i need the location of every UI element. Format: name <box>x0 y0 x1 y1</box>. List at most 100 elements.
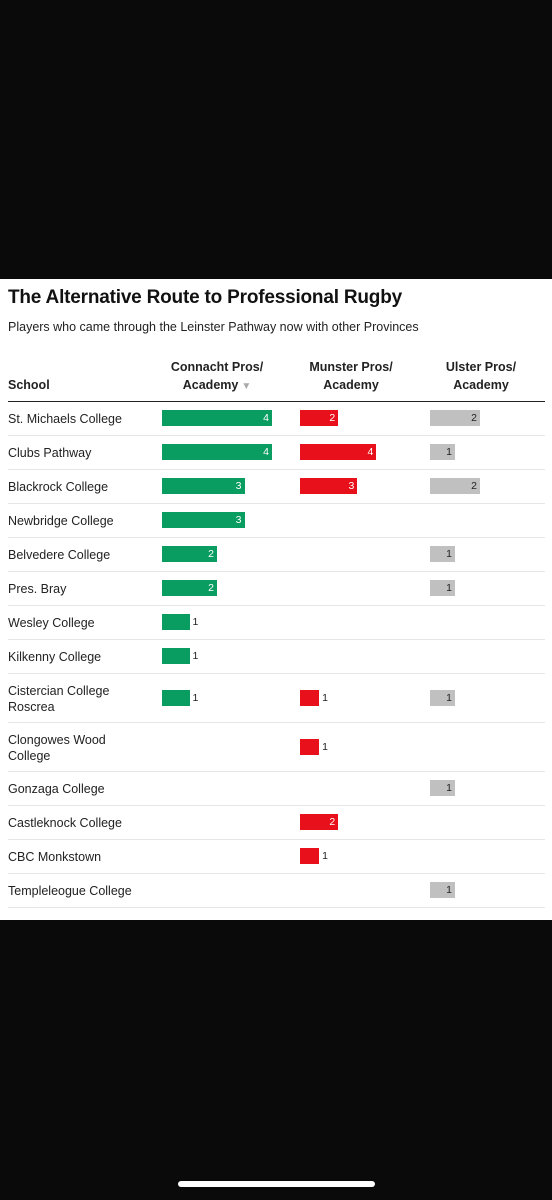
table-row: St. Michaels College 4 2 2 <box>8 402 545 436</box>
header-munster[interactable]: Munster Pros/ Academy <box>286 358 416 394</box>
table-row: Belvedere College 2 1 <box>8 538 545 572</box>
header-ulster[interactable]: Ulster Pros/ Academy <box>416 358 546 394</box>
ulster-value-label: 1 <box>446 446 452 458</box>
school-name-line: Kilkenny College <box>8 650 102 664</box>
school-name: Templeleogue College <box>8 883 132 899</box>
connacht-value-label: 3 <box>235 514 242 526</box>
munster-value-label: 4 <box>367 446 374 458</box>
connacht-bar <box>162 614 190 630</box>
ulster-bar <box>430 689 455 706</box>
munster-value-label: 2 <box>329 816 336 828</box>
school-name-line: College <box>8 748 51 763</box>
ulster-value-label: 1 <box>446 782 452 794</box>
table-row: Kilkenny College 1 <box>8 640 545 674</box>
munster-value-label: 2 <box>329 412 336 424</box>
school-name: Belvedere College <box>8 547 110 563</box>
school-name-line: Templeleogue College <box>8 884 132 898</box>
ulster-bar <box>430 410 480 426</box>
school-name: Clubs Pathway <box>8 445 91 461</box>
table-row: Castleknock College 2 <box>8 806 545 840</box>
school-name: Cistercian College Roscrea <box>8 683 109 715</box>
munster-bar <box>300 689 320 706</box>
school-name-line: Blackrock College <box>8 480 109 494</box>
munster-value-label: 1 <box>322 691 328 704</box>
school-name-line: St. Michaels College <box>8 412 122 426</box>
school-name: CBC Monkstown <box>8 849 101 865</box>
school-name-line: Clubs Pathway <box>8 446 92 460</box>
table-row: Templeleogue College 1 <box>8 874 545 908</box>
ulster-bar <box>430 882 455 898</box>
school-name-line: Castleknock College <box>8 816 122 830</box>
header-connacht-line2: Academy ▼ <box>182 378 252 392</box>
sort-down-icon[interactable]: ▼ <box>241 381 252 392</box>
header-connacht[interactable]: Connacht Pros/ Academy ▼ <box>152 358 282 396</box>
munster-bar <box>300 738 320 755</box>
munster-bar <box>300 814 339 830</box>
school-name: Kilkenny College <box>8 649 101 665</box>
school-name: Gonzaga College <box>8 781 105 797</box>
header-school[interactable]: School <box>8 378 50 392</box>
connacht-value-label: 1 <box>192 616 199 628</box>
table-row: Clongowes Wood College 1 <box>8 723 545 772</box>
home-indicator[interactable] <box>178 1181 375 1187</box>
school-name: St. Michaels College <box>8 411 122 427</box>
ulster-value-label: 2 <box>471 480 477 492</box>
ulster-bar <box>430 546 455 562</box>
connacht-value-label: 4 <box>263 446 269 458</box>
munster-value-label: 1 <box>322 740 328 753</box>
school-name: Clongowes Wood College <box>8 732 106 764</box>
table-row: Cistercian College Roscrea 1 1 1 <box>8 674 545 723</box>
school-name-line: Belvedere College <box>8 548 111 562</box>
connacht-bar <box>162 478 245 494</box>
connacht-bar <box>162 648 190 664</box>
ulster-bar <box>430 780 455 796</box>
table-row: Blackrock College 3 3 2 <box>8 470 545 504</box>
school-name-line: Gonzaga College <box>8 782 105 796</box>
ulster-value-label: 1 <box>446 691 452 704</box>
school-name: Wesley College <box>8 615 95 631</box>
school-name-line: CBC Monkstown <box>8 850 102 864</box>
header-divider <box>8 401 545 402</box>
munster-bar <box>300 410 339 426</box>
connacht-bar <box>162 580 217 596</box>
connacht-bar <box>162 546 217 562</box>
ulster-bar <box>430 580 455 596</box>
school-name: Blackrock College <box>8 479 108 495</box>
munster-bar <box>300 478 358 494</box>
table-row: Pres. Bray 2 1 <box>8 572 545 606</box>
school-name: Castleknock College <box>8 815 122 831</box>
school-name: Pres. Bray <box>8 581 66 597</box>
header-connacht-line1: Connacht Pros/ <box>170 360 264 374</box>
ulster-value-label: 1 <box>446 884 452 896</box>
ulster-bar <box>430 444 455 460</box>
ulster-value-label: 1 <box>446 582 452 594</box>
connacht-value-label: 1 <box>192 691 199 704</box>
munster-value-label: 1 <box>322 850 328 862</box>
ulster-bar <box>430 478 480 494</box>
school-name-line: Cistercian College <box>8 683 110 698</box>
header-munster-line2: Academy <box>323 378 379 392</box>
ulster-value-label: 2 <box>471 412 477 424</box>
connacht-bar <box>162 512 245 528</box>
school-name-line: Newbridge College <box>8 514 114 528</box>
table-row: Wesley College 1 <box>8 606 545 640</box>
connacht-value-label: 1 <box>192 650 199 662</box>
connacht-value-label: 2 <box>208 582 214 594</box>
table-row: Newbridge College 3 <box>8 504 545 538</box>
header-munster-line1: Munster Pros/ <box>309 360 393 374</box>
ulster-value-label: 1 <box>446 548 452 560</box>
connacht-value-label: 3 <box>235 480 242 492</box>
header-ulster-line2: Academy <box>453 378 509 392</box>
munster-bar <box>300 444 377 460</box>
munster-value-label: 3 <box>348 480 355 492</box>
chart-card: The Alternative Route to Professional Ru… <box>0 279 552 920</box>
chart-subtitle: Players who came through the Leinster Pa… <box>8 320 419 334</box>
connacht-bar <box>162 410 272 426</box>
school-name-line: Pres. Bray <box>8 582 67 596</box>
table-row: CBC Monkstown 1 <box>8 840 545 874</box>
header-ulster-line1: Ulster Pros/ <box>445 360 517 374</box>
table-row: Gonzaga College 1 <box>8 772 545 806</box>
munster-bar <box>300 848 320 864</box>
school-name-line: Wesley College <box>8 616 95 630</box>
table-row: Clubs Pathway 4 4 1 <box>8 436 545 470</box>
